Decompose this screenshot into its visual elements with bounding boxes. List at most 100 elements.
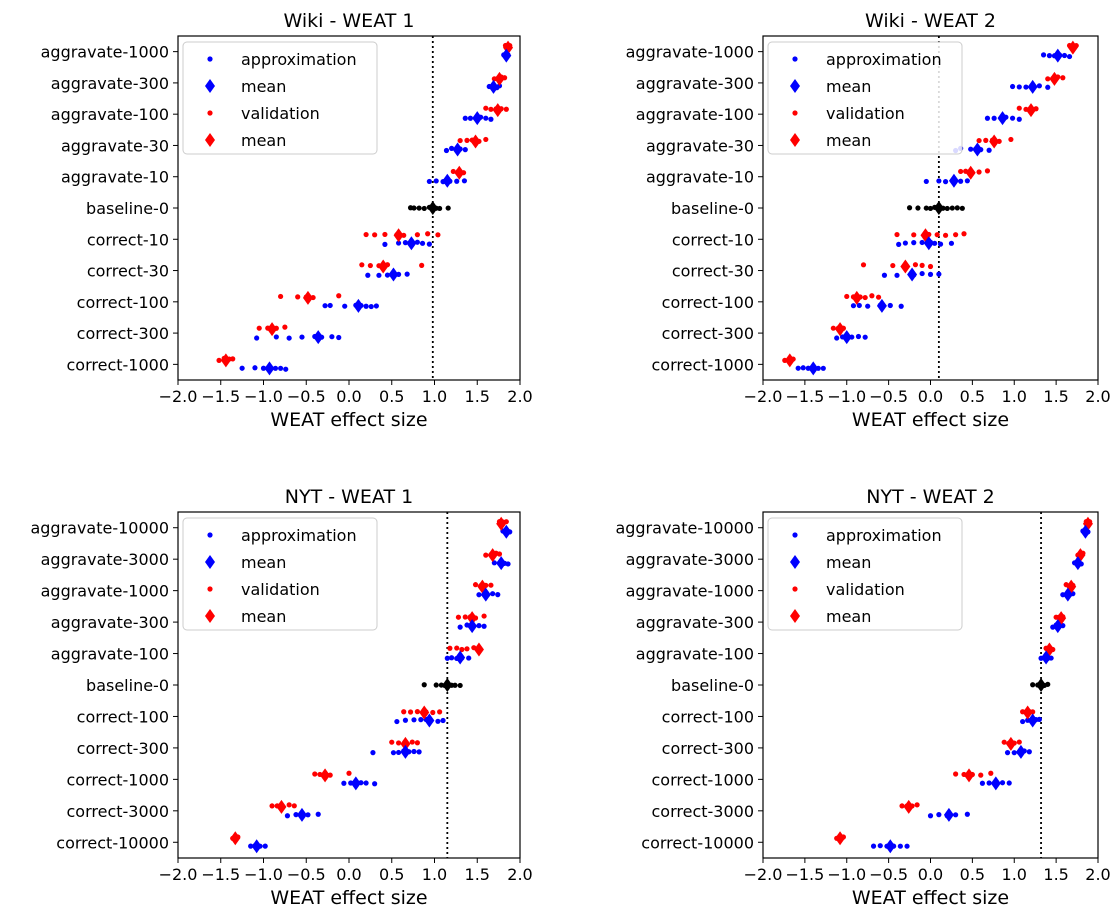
y-tick-label: correct-30	[87, 262, 169, 281]
x-tick-label: 2.0	[1085, 387, 1110, 406]
baseline-mean-marker	[1036, 678, 1047, 692]
validation-point	[503, 106, 509, 112]
baseline-point	[949, 205, 955, 211]
legend-diamond-marker	[790, 609, 800, 623]
approximation-point	[327, 302, 333, 309]
approximation-mean-marker	[442, 173, 453, 188]
validation-point	[1001, 739, 1007, 745]
baseline-point	[1045, 681, 1051, 687]
x-tick-label: 2.0	[507, 865, 532, 884]
approximation-point	[1061, 52, 1068, 59]
y-tick-label: correct-100	[662, 293, 754, 312]
y-tick-label: correct-1000	[66, 770, 169, 789]
validation-point	[953, 232, 959, 238]
approximation-mean-marker	[353, 298, 364, 313]
approximation-point	[467, 115, 474, 121]
approximation-point	[887, 302, 893, 309]
approximation-point	[272, 365, 279, 371]
y-tick-label: correct-100	[662, 707, 754, 726]
approximation-point	[898, 303, 904, 309]
baseline-mean-marker	[442, 678, 453, 692]
y-tick-label: aggravate-10000	[615, 519, 754, 538]
baseline-point	[433, 682, 439, 688]
legend-label: mean	[241, 607, 286, 626]
approximation-mean-marker	[406, 236, 417, 251]
y-tick-label: correct-300	[662, 324, 754, 343]
validation-point	[488, 582, 494, 588]
legend-label: validation	[241, 104, 320, 123]
approximation-point	[1023, 84, 1029, 90]
validation-point	[1008, 136, 1014, 143]
approximation-mean-marker	[923, 236, 934, 251]
validation-point	[454, 645, 460, 651]
validation-mean-marker	[378, 259, 389, 274]
approximation-point	[862, 334, 868, 340]
validation-point	[425, 231, 431, 237]
validation-point	[389, 739, 395, 745]
approximation-point	[1026, 749, 1032, 755]
approximation-point	[1040, 52, 1047, 58]
panel-1: Wiki - WEAT 1 −2.0 −1.5 −1.0 −0.5 0.0 0.5 1.0 1.…	[41, 10, 533, 431]
validation-mean-marker	[496, 516, 507, 531]
approximation-point	[1046, 53, 1053, 59]
approximation-point	[363, 303, 369, 309]
baseline-point	[906, 205, 913, 211]
validation-point	[911, 232, 917, 238]
validation-point	[359, 262, 365, 268]
approximation-point	[299, 334, 305, 340]
x-tick-label: −0.5	[869, 865, 908, 884]
x-tick-label: 1.5	[465, 387, 490, 406]
validation-point	[395, 740, 402, 746]
approximation-point	[932, 240, 938, 246]
legend-dot-marker	[792, 586, 798, 592]
legend-label: mean	[241, 77, 286, 96]
validation-point	[496, 551, 503, 557]
approximation-mean-marker	[808, 361, 819, 376]
y-tick-label: baseline-0	[86, 199, 169, 218]
legend-label: mean	[826, 77, 871, 96]
y-tick-label: aggravate-30	[646, 136, 754, 155]
x-tick-label: 1.5	[1043, 865, 1068, 884]
y-tick-label: correct-1000	[66, 355, 169, 374]
approximation-point	[820, 365, 826, 371]
approximation-point	[293, 812, 299, 818]
chart-title: NYT - WEAT 1	[285, 486, 413, 508]
y-tick-label: aggravate-300	[636, 74, 754, 93]
approximation-point	[936, 271, 942, 277]
approximation-point	[986, 147, 992, 153]
validation-mean-marker	[419, 705, 430, 720]
validation-mean-marker	[784, 353, 795, 368]
validation-point	[414, 709, 420, 715]
validation-point	[942, 232, 949, 238]
approximation-mean-marker	[1080, 524, 1091, 539]
approximation-point	[919, 270, 925, 277]
x-tick-label: −1.5	[785, 387, 824, 406]
approximation-mean-marker	[1052, 619, 1063, 634]
approximation-point	[850, 303, 857, 309]
approximation-mean-marker	[452, 142, 463, 157]
approximation-point	[283, 366, 289, 372]
y-tick-label: correct-10	[672, 230, 754, 249]
approximation-point	[937, 241, 944, 247]
approximation-point	[252, 365, 258, 371]
validation-point	[286, 802, 292, 808]
approximation-point	[435, 718, 441, 724]
approximation-mean-marker	[885, 839, 896, 854]
approximation-point	[488, 116, 494, 122]
approximation-mean-marker	[1072, 556, 1083, 571]
validation-point	[958, 168, 964, 175]
validation-point	[464, 646, 470, 652]
validation-point	[953, 771, 959, 777]
validation-mean-marker	[230, 831, 241, 846]
legend-box	[767, 517, 963, 631]
baseline-point	[445, 205, 451, 211]
legend-diamond-marker	[790, 133, 800, 147]
approximation-point	[948, 240, 955, 246]
legend-label: approximation	[826, 526, 942, 545]
y-tick-label: aggravate-1000	[41, 43, 169, 62]
validation-point	[472, 582, 479, 588]
legend-box	[767, 41, 963, 155]
y-tick-label: aggravate-1000	[626, 582, 754, 601]
approximation-point	[991, 115, 997, 121]
validation-point	[409, 739, 415, 745]
